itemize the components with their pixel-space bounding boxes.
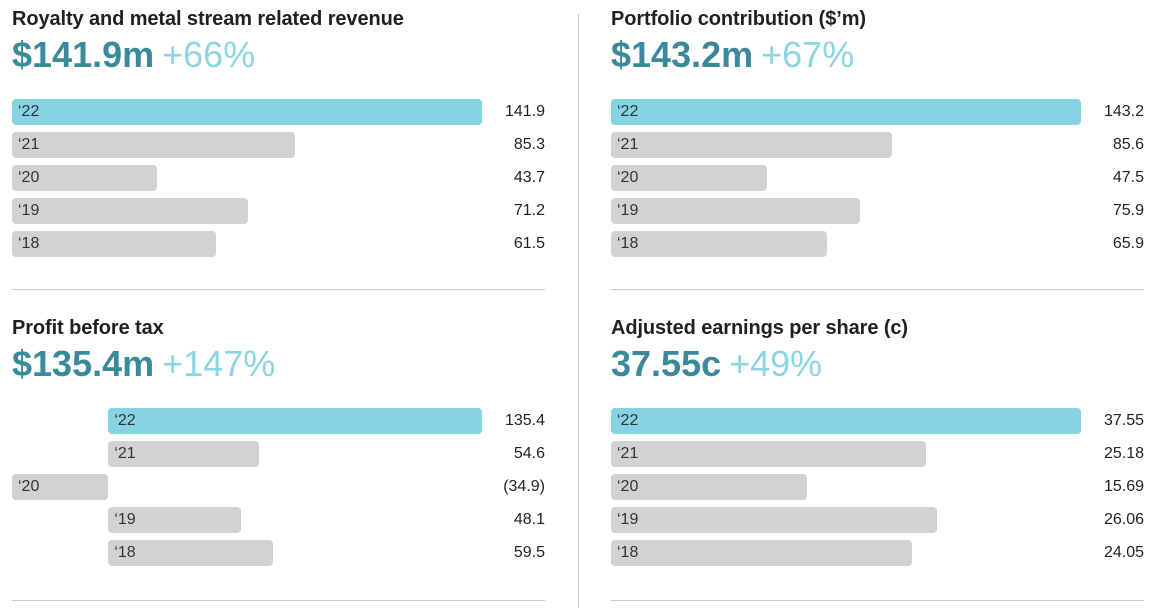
chart-title: Royalty and metal stream related revenue <box>12 8 404 30</box>
bar-2: ‘20 <box>12 474 109 500</box>
bar-category-label: ‘21 <box>114 445 136 462</box>
bar-4: ‘18 <box>611 231 828 257</box>
bar-category-label: ‘19 <box>617 202 639 219</box>
bar-1: ‘21 <box>611 132 892 158</box>
headline: 37.55c +49% <box>611 343 822 385</box>
bar-0: ‘22 <box>611 408 1081 434</box>
divider <box>12 600 545 601</box>
bar-4: ‘18 <box>12 231 216 257</box>
bar-0: ‘22 <box>611 99 1081 125</box>
bar-4: ‘18 <box>611 540 913 566</box>
bar-value-label: 47.5 <box>1112 169 1144 186</box>
divider <box>12 289 545 290</box>
headline-change: +66% <box>162 34 256 75</box>
bar-2: ‘20 <box>611 165 767 191</box>
headline-change: +147% <box>162 343 276 384</box>
chart-portfolio-contribution: Portfolio contribution ($’m) $143.2m +67%… <box>611 0 1144 300</box>
headline-value: $141.9m <box>12 34 155 75</box>
bar-category-label: ‘22 <box>617 103 639 120</box>
bar-value-label: 65.9 <box>1112 235 1144 252</box>
chart-title: Profit before tax <box>12 317 164 339</box>
headline-change: +67% <box>761 34 855 75</box>
bar-3: ‘19 <box>611 198 861 224</box>
bar-2: ‘20 <box>12 165 157 191</box>
bar-category-label: ‘19 <box>617 511 639 528</box>
bar-value-label: 15.69 <box>1103 478 1144 495</box>
bar-3: ‘19 <box>108 507 242 533</box>
chart-adjusted-eps: Adjusted earnings per share (c) 37.55c +4… <box>611 309 1144 609</box>
bar-category-label: ‘22 <box>18 103 40 120</box>
chart-title: Adjusted earnings per share (c) <box>611 317 908 339</box>
bar-category-label: ‘21 <box>18 136 40 153</box>
bar-value-label: 135.4 <box>504 412 545 429</box>
bar-value-label: 71.2 <box>513 202 545 219</box>
bar-category-label: ‘20 <box>18 478 40 495</box>
bar-value-label: 141.9 <box>504 103 545 120</box>
chart-title: Portfolio contribution ($’m) <box>611 8 866 30</box>
bar-category-label: ‘18 <box>617 544 639 561</box>
bar-value-label: 25.18 <box>1103 445 1144 462</box>
divider <box>611 289 1144 290</box>
bar-3: ‘19 <box>12 198 248 224</box>
bar-3: ‘19 <box>611 507 938 533</box>
bar-value-label: (34.9) <box>503 478 545 495</box>
bar-2: ‘20 <box>611 474 808 500</box>
headline: $143.2m +67% <box>611 34 854 76</box>
bar-category-label: ‘22 <box>617 412 639 429</box>
headline-change: +49% <box>729 343 823 384</box>
bar-value-label: 26.06 <box>1103 511 1144 528</box>
bar-category-label: ‘21 <box>617 445 639 462</box>
bar-category-label: ‘22 <box>114 412 136 429</box>
bars: ‘22 37.55 ‘21 25.18 ‘20 15.69 ‘19 26.06 ‘18 24.05 <box>611 408 1144 578</box>
bar-category-label: ‘18 <box>18 235 40 252</box>
bars: ‘22 135.4 ‘21 54.6 ‘20 (34.9) ‘19 48.1 ‘18 59.5 <box>12 408 545 578</box>
bar-1: ‘21 <box>12 132 295 158</box>
headline: $141.9m +66% <box>12 34 255 76</box>
bar-4: ‘18 <box>108 540 273 566</box>
bar-0: ‘22 <box>12 99 482 125</box>
bar-value-label: 37.55 <box>1103 412 1144 429</box>
bar-category-label: ‘21 <box>617 136 639 153</box>
bar-category-label: ‘19 <box>18 202 40 219</box>
bar-category-label: ‘20 <box>617 169 639 186</box>
bar-category-label: ‘18 <box>617 235 639 252</box>
bar-value-label: 61.5 <box>513 235 545 252</box>
headline-value: $143.2m <box>611 34 754 75</box>
bar-category-label: ‘20 <box>18 169 40 186</box>
headline: $135.4m +147% <box>12 343 275 385</box>
bar-value-label: 85.3 <box>513 136 545 153</box>
bar-category-label: ‘18 <box>114 544 136 561</box>
bar-1: ‘21 <box>611 441 927 467</box>
chart-royalty-revenue: Royalty and metal stream related revenue… <box>12 0 545 300</box>
bar-0: ‘22 <box>108 408 482 434</box>
bar-value-label: 75.9 <box>1112 202 1144 219</box>
bar-1: ‘21 <box>108 441 259 467</box>
bar-category-label: ‘19 <box>114 511 136 528</box>
divider <box>611 600 1144 601</box>
chart-profit-before-tax: Profit before tax $135.4m +147% ‘22 135.4 ‘… <box>12 309 545 609</box>
bar-value-label: 43.7 <box>513 169 545 186</box>
vertical-divider <box>578 14 579 608</box>
bar-value-label: 143.2 <box>1103 103 1144 120</box>
headline-value: $135.4m <box>12 343 155 384</box>
headline-value: 37.55c <box>611 343 722 384</box>
bar-category-label: ‘20 <box>617 478 639 495</box>
bar-value-label: 59.5 <box>513 544 545 561</box>
bar-value-label: 85.6 <box>1112 136 1144 153</box>
bar-value-label: 48.1 <box>513 511 545 528</box>
bars: ‘22 141.9 ‘21 85.3 ‘20 43.7 ‘19 71.2 ‘18 61.5 <box>12 99 545 269</box>
bar-value-label: 24.05 <box>1103 544 1144 561</box>
bars: ‘22 143.2 ‘21 85.6 ‘20 47.5 ‘19 75.9 ‘18 65.9 <box>611 99 1144 269</box>
bar-value-label: 54.6 <box>513 445 545 462</box>
